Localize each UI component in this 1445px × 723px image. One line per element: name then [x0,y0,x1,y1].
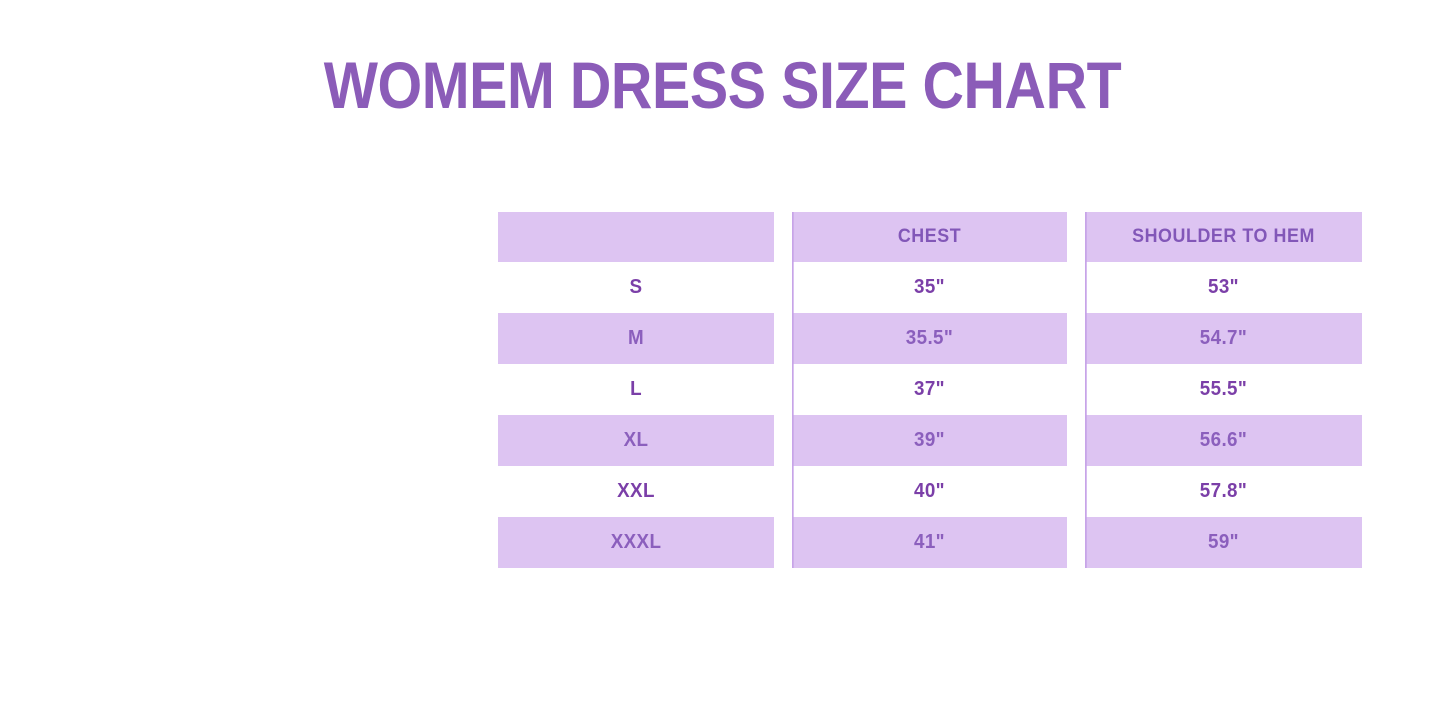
shoulder-to-hem-value: 59" [1208,531,1239,553]
chest-value: 35" [914,276,945,298]
size-label: XXXL [610,531,662,553]
chest-value: 41" [914,531,945,553]
cell-size: L [497,364,775,415]
cell-size: S [497,262,775,313]
shoulder-to-hem-value: 57.8" [1199,480,1248,502]
cell-shoulder-to-hem: 56.6" [1084,415,1363,466]
shoulder-to-hem-value: 56.6" [1199,429,1248,451]
table-head: CHEST SHOULDER TO HEM [489,212,1371,262]
column-header-size [497,212,775,262]
chest-value: 37" [914,378,945,400]
shoulder-to-hem-value: 54.7" [1199,327,1248,349]
table-body: S 35" 53" M 35.5" [489,262,1371,568]
size-chart-table: CHEST SHOULDER TO HEM S 35" 53" [489,212,1371,568]
cell-chest: 39" [791,415,1068,466]
chest-value: 35.5" [905,327,954,349]
cell-size: XXL [497,466,775,517]
table-header-row: CHEST SHOULDER TO HEM [489,212,1371,262]
cell-shoulder-to-hem: 59" [1084,517,1363,568]
size-label: L [630,378,642,400]
cell-shoulder-to-hem: 53" [1084,262,1363,313]
cell-size: XL [497,415,775,466]
table-row: XL 39" 56.6" [489,415,1371,466]
cell-chest: 35" [791,262,1068,313]
table-row: M 35.5" 54.7" [489,313,1371,364]
column-header-chest: CHEST [791,212,1068,262]
cell-shoulder-to-hem: 54.7" [1084,313,1363,364]
shoulder-to-hem-value: 53" [1208,276,1239,298]
column-header-shoulder-to-hem-label: SHOULDER TO HEM [1132,226,1315,247]
column-header-shoulder-to-hem: SHOULDER TO HEM [1084,212,1363,262]
chest-value: 40" [914,480,945,502]
cell-shoulder-to-hem: 55.5" [1084,364,1363,415]
size-label: S [629,276,643,298]
cell-chest: 35.5" [791,313,1068,364]
size-chart-table-container: CHEST SHOULDER TO HEM S 35" 53" [489,212,1371,568]
table-row: S 35" 53" [489,262,1371,313]
chest-value: 39" [914,429,945,451]
cell-chest: 37" [791,364,1068,415]
size-label: M [627,327,645,349]
size-label: XL [623,429,649,451]
cell-chest: 41" [791,517,1068,568]
table-row: XXL 40" 57.8" [489,466,1371,517]
shoulder-to-hem-value: 55.5" [1199,378,1248,400]
cell-shoulder-to-hem: 57.8" [1084,466,1363,517]
size-label: XXL [617,480,655,502]
table-row: L 37" 55.5" [489,364,1371,415]
cell-chest: 40" [791,466,1068,517]
page-title: WOMEM DRESS SIZE CHART [323,48,1122,122]
cell-size: XXXL [497,517,775,568]
cell-size: M [497,313,775,364]
column-header-chest-label: CHEST [897,226,962,247]
table-row: XXXL 41" 59" [489,517,1371,568]
